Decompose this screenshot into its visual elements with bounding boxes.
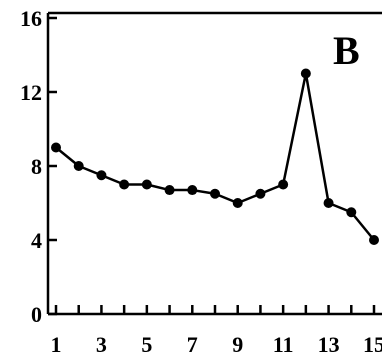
y-tick-label: 12 <box>20 80 42 105</box>
x-ticks <box>54 305 376 314</box>
y-ticks <box>48 16 57 316</box>
data-point <box>119 179 130 190</box>
data-point <box>278 179 289 190</box>
data-point <box>96 170 107 181</box>
series-layer <box>51 68 379 245</box>
y-tick-label: 4 <box>31 228 42 253</box>
data-point <box>187 185 198 196</box>
x-tick-label: 1 <box>51 332 62 356</box>
x-tick-label: 15 <box>363 332 382 356</box>
data-point <box>73 161 84 171</box>
x-tick-labels: 1 3 5 7 9 11 13 15 <box>51 332 382 356</box>
series-line <box>55 72 375 241</box>
data-point <box>300 68 311 79</box>
data-point <box>51 142 61 153</box>
data-point <box>346 207 357 218</box>
data-point <box>164 185 175 196</box>
y-tick-label: 0 <box>31 302 42 327</box>
panel-label: B <box>333 28 360 73</box>
y-tick-label: 16 <box>20 6 42 31</box>
axes <box>46 11 382 316</box>
data-point <box>141 179 152 190</box>
data-point <box>323 198 334 208</box>
x-tick-label: 3 <box>96 332 107 356</box>
x-tick-label: 9 <box>232 332 243 356</box>
data-point <box>210 188 220 199</box>
x-tick-label: 13 <box>318 332 340 356</box>
x-tick-label: 5 <box>141 332 152 356</box>
x-tick-label: 11 <box>273 332 294 356</box>
data-point <box>369 235 379 245</box>
y-tick-labels: 0 4 8 12 16 <box>20 6 42 327</box>
y-tick-label: 8 <box>31 154 42 179</box>
data-point <box>232 198 243 208</box>
data-point <box>255 188 266 199</box>
x-tick-label: 7 <box>187 332 198 356</box>
